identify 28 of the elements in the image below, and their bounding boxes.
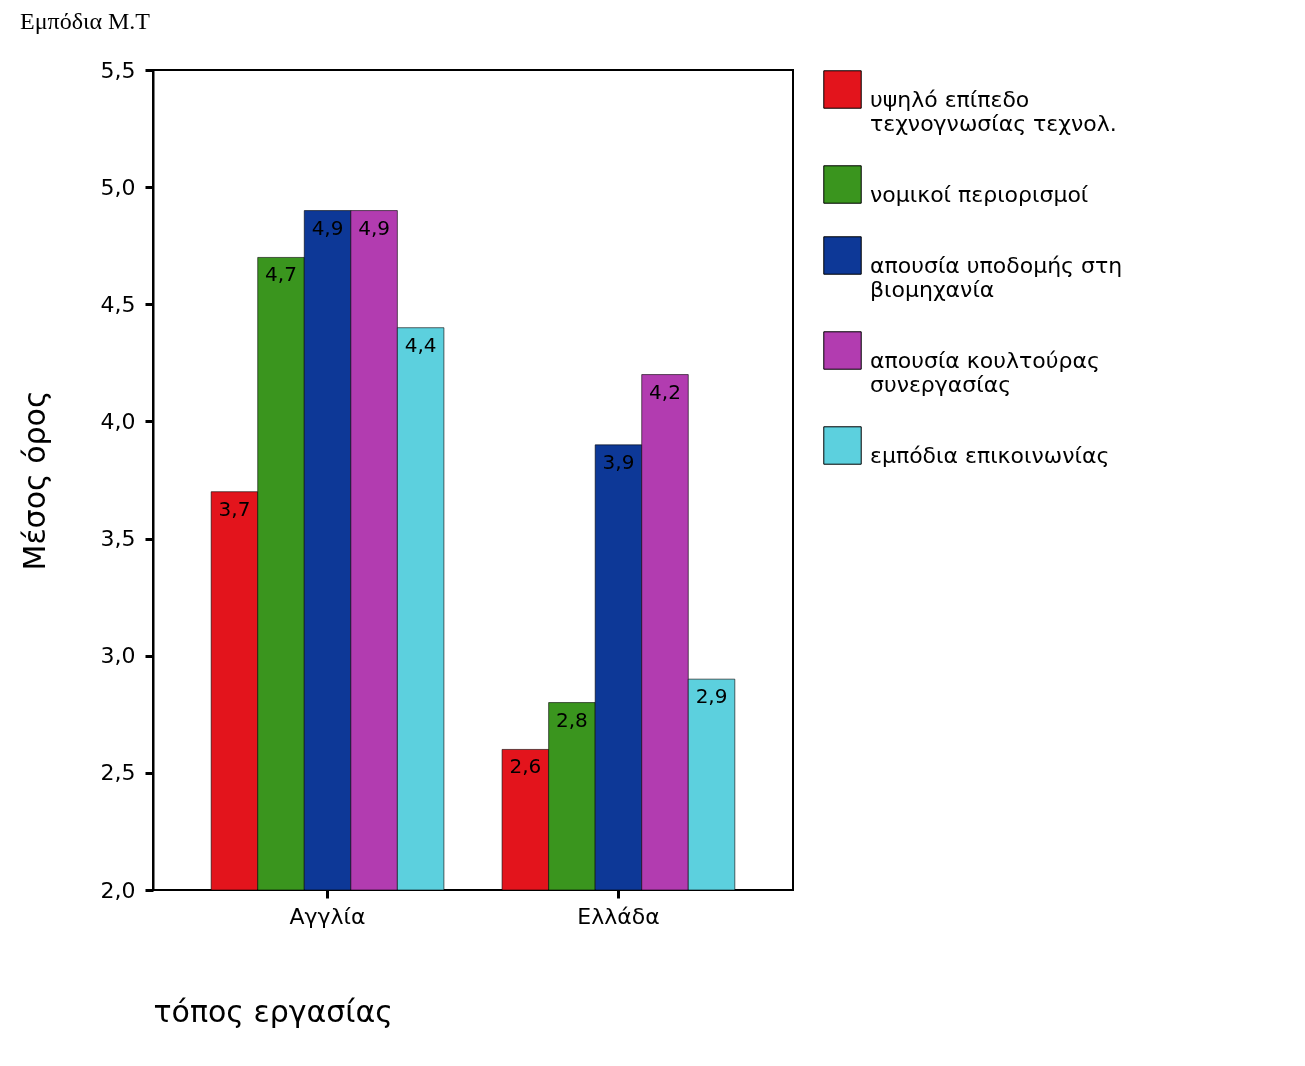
legend-label: νομικοί περιορισμοί: [870, 181, 1089, 207]
data-label: 4,7: [265, 262, 297, 287]
y-tick-label: 5,5: [100, 57, 136, 83]
data-label: 4,4: [404, 332, 437, 357]
data-label: 2,8: [556, 707, 588, 732]
legend-label: υψηλό επίπεδο τεχνογνωσίας τεχνολ.: [870, 86, 1117, 136]
data-label: 2,6: [509, 754, 542, 779]
y-tick-label: 4,0: [100, 408, 136, 434]
legend-label: απουσία κουλτούρας συνεργασίας: [870, 347, 1100, 397]
y-tick-label: 2,0: [100, 877, 136, 903]
y-tick-label: 4,5: [100, 291, 136, 317]
data-label: 4,9: [358, 215, 390, 240]
y-tick-label: 2,5: [100, 760, 136, 786]
x-tick-label: Αγγλία: [289, 903, 366, 929]
y-tick-label: 5,0: [100, 174, 136, 200]
y-tick-label: 3,5: [100, 526, 136, 552]
data-label: 3,9: [602, 449, 635, 474]
data-label: 4,2: [649, 379, 681, 404]
x-tick-label: Ελλάδα: [577, 903, 660, 929]
data-label: 2,9: [695, 684, 728, 709]
y-axis-title: Μέσος όρος: [16, 390, 52, 571]
data-label: 4,9: [311, 215, 344, 240]
legend-label: απουσία υποδομής στη βιομηχανία: [870, 252, 1123, 302]
y-tick-label: 3,0: [100, 643, 136, 669]
x-axis-title: τόπος εργασίας: [153, 993, 393, 1029]
legend-label: εμπόδια επικοινωνίας: [870, 442, 1110, 468]
chart-title: Εμπόδια Μ.Τ: [20, 8, 151, 34]
data-label: 3,7: [218, 496, 251, 521]
